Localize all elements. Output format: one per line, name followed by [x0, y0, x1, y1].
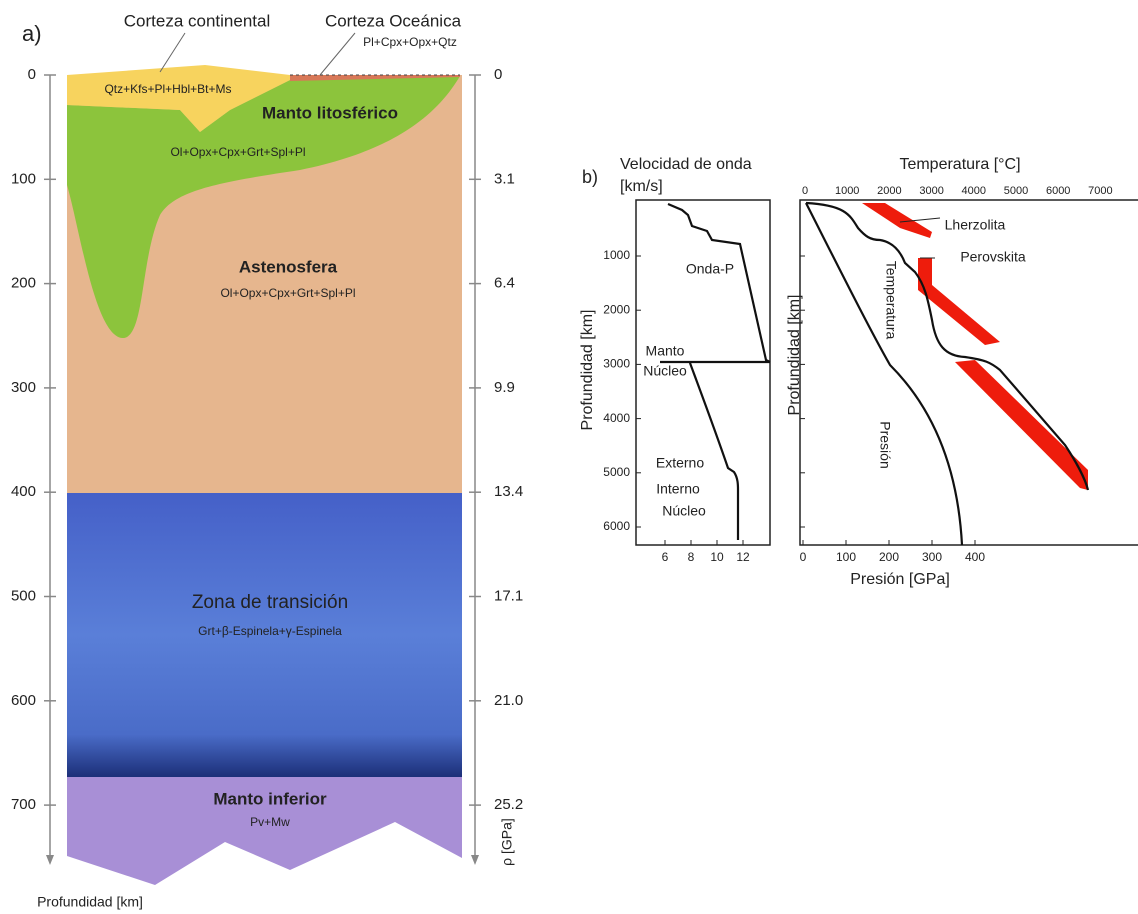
perovskite-band	[918, 258, 1000, 345]
label: Manto inferior	[213, 789, 327, 808]
y-tick-label: 1000	[603, 248, 630, 262]
annotation: Núcleo	[643, 363, 687, 379]
x-tick-label: 3000	[919, 185, 943, 197]
y-tick-label: 5000	[603, 465, 630, 479]
axis-title: Velocidad de onda	[620, 156, 752, 173]
x-tick-label: 100	[836, 550, 856, 564]
annotation: Externo	[656, 455, 704, 471]
leader-line	[320, 33, 355, 75]
y-tick-label: 9.9	[494, 379, 515, 396]
y-tick-label: 25.2	[494, 796, 523, 813]
label: Astenosfera	[239, 257, 338, 276]
x-tick-label: 1000	[835, 185, 859, 197]
y-tick-label: 100	[11, 170, 36, 187]
annotation: Perovskita	[960, 249, 1026, 265]
x-tick-label: 12	[736, 550, 750, 564]
y-tick-label: 21.0	[494, 692, 523, 709]
axis-title: Temperatura [°C]	[899, 156, 1020, 173]
leader-line	[160, 33, 185, 72]
panel-label: a)	[22, 21, 42, 46]
column	[67, 33, 462, 885]
x-tick-label: 400	[965, 550, 985, 564]
x-tick-label: 4000	[962, 185, 986, 197]
x-tick-label: 6	[662, 550, 669, 564]
label: Manto litosférico	[262, 103, 398, 122]
panel-b: b) Velocidad de onda [km/s] Temperatura …	[579, 156, 1138, 588]
x-tick-label: 200	[879, 550, 899, 564]
axis-title: Profundidad [km]	[579, 310, 596, 431]
axis-title: [km/s]	[620, 178, 663, 195]
annotation: Presión	[877, 421, 893, 468]
arrow	[46, 855, 54, 865]
axis-title: Presión [GPa]	[850, 571, 950, 588]
label: Pl+Cpx+Opx+Qtz	[363, 35, 457, 49]
y-tick-label: 2000	[603, 302, 630, 316]
core-band	[955, 360, 1088, 490]
label: Qtz+Kfs+Pl+Hbl+Bt+Ms	[104, 82, 231, 96]
y-tick-label: 6000	[603, 519, 630, 533]
y-tick-label: 500	[11, 587, 36, 604]
y-tick-label: 0	[28, 66, 36, 83]
x-tick-label: 300	[922, 550, 942, 564]
annotation: Interno	[656, 481, 700, 497]
axis-title: ρ [GPa]	[499, 818, 515, 866]
label: Zona de transición	[192, 592, 348, 613]
label: Corteza continental	[124, 11, 270, 30]
x-tick-label: 7000	[1088, 185, 1112, 197]
axis-title: Profundidad [km]	[786, 295, 803, 416]
y-tick-label: 17.1	[494, 587, 523, 604]
x-tick-label: 0	[800, 550, 807, 564]
annotation: Manto	[646, 343, 685, 359]
annotation: Onda-P	[686, 261, 734, 277]
y-tick-label: 200	[11, 275, 36, 292]
axis-title: Profundidad [km]	[37, 894, 143, 910]
x-tick-label: 8	[688, 550, 695, 564]
page: {"panel_a": {"label": "a)", "continental…	[0, 0, 1138, 914]
y-tick-label: 600	[11, 692, 36, 709]
y-tick-label: 4000	[603, 411, 630, 425]
x-tick-label: 5000	[1004, 185, 1028, 197]
annotation: Temperatura	[883, 261, 899, 340]
y-tick-label: 700	[11, 796, 36, 813]
y-tick-label: 3.1	[494, 170, 515, 187]
x-tick-label: 10	[710, 550, 724, 564]
y-tick-label: 3000	[603, 357, 630, 371]
figure: a) Corteza continental Corteza Oceánica …	[0, 0, 1138, 914]
label: Pv+Mw	[250, 815, 290, 829]
lherzolite-band	[862, 203, 932, 238]
x-tick-label: 6000	[1046, 185, 1070, 197]
label: Ol+Opx+Cpx+Grt+Spl+Pl	[170, 145, 305, 159]
y-tick-label: 6.4	[494, 275, 515, 292]
annotation: Núcleo	[662, 503, 706, 519]
x-tick-label: 2000	[877, 185, 901, 197]
arrow	[471, 855, 479, 865]
y-tick-label: 400	[11, 483, 36, 500]
y-tick-label: 300	[11, 379, 36, 396]
pressure-curve	[806, 203, 962, 545]
y-tick-label: 13.4	[494, 483, 523, 500]
panel-label: b)	[582, 167, 598, 187]
y-tick-label: 0	[494, 66, 502, 83]
label: Ol+Opx+Cpx+Grt+Spl+Pl	[220, 286, 355, 300]
label: Grt+β-Espinela+γ-Espinela	[198, 624, 342, 638]
annotation: Lherzolita	[945, 217, 1006, 233]
label: Corteza Oceánica	[325, 11, 462, 30]
x-tick-label: 0	[802, 185, 808, 197]
